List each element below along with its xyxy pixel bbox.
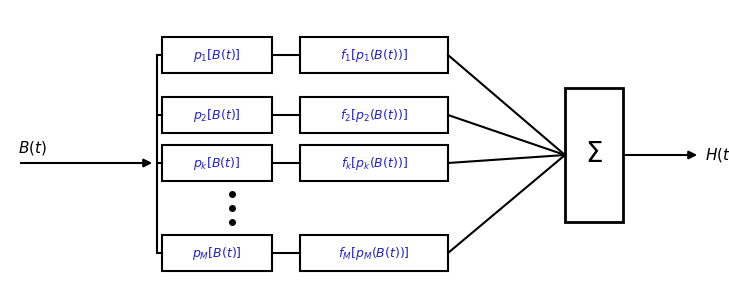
Bar	[162, 97, 272, 133]
Text: $p_M[B(t)]$: $p_M[B(t)]$	[192, 245, 242, 261]
Text: $p_k[B(t)]$: $p_k[B(t)]$	[193, 155, 241, 172]
Bar	[162, 37, 272, 73]
Bar	[162, 235, 272, 271]
Text: $H(t)$: $H(t)$	[705, 146, 729, 164]
Text: $p_2[B(t)]$: $p_2[B(t)]$	[193, 107, 241, 124]
Text: $B(t)$: $B(t)$	[18, 139, 47, 157]
Bar	[300, 37, 448, 73]
Bar	[162, 145, 272, 181]
Bar	[300, 145, 448, 181]
Bar	[300, 235, 448, 271]
Text: $f_1[p_1(B(t))]$: $f_1[p_1(B(t))]$	[340, 47, 408, 63]
Text: $f_k[p_k(B(t))]$: $f_k[p_k(B(t))]$	[340, 155, 408, 172]
Text: $\Sigma$: $\Sigma$	[585, 141, 603, 168]
Text: $p_1[B(t)]$: $p_1[B(t)]$	[193, 47, 241, 63]
Text: $f_2[p_2(B(t))]$: $f_2[p_2(B(t))]$	[340, 107, 408, 124]
Bar	[300, 97, 448, 133]
Bar	[565, 88, 623, 222]
Text: $f_M[p_M(B(t))]$: $f_M[p_M(B(t))]$	[338, 245, 410, 261]
